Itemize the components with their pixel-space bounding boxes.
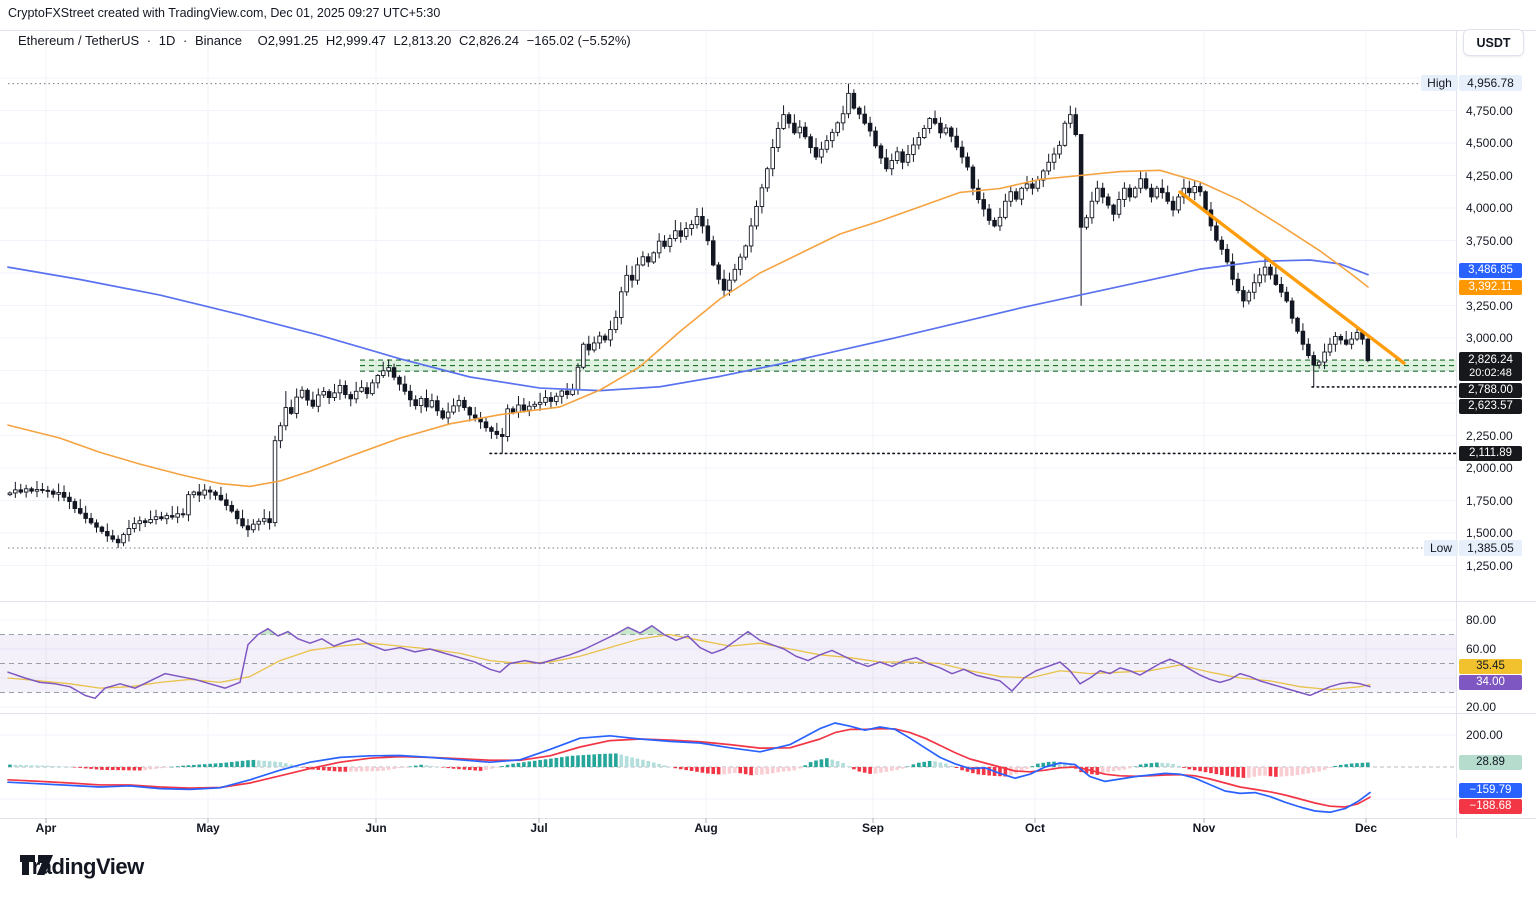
high-value-chip: 4,956.78 xyxy=(1459,75,1522,91)
last-price-chip: 2,826.24 20:02:48 xyxy=(1459,352,1522,381)
macd-line-chip: −159.79 xyxy=(1459,783,1522,798)
price-tick-label: 3,750.00 xyxy=(1466,233,1513,248)
month-label-jul[interactable]: Jul xyxy=(530,821,548,835)
month-label-jun[interactable]: Jun xyxy=(365,821,387,835)
price-tick-label: 1,250.00 xyxy=(1466,558,1513,573)
symbol-title[interactable]: Ethereum / TetherUS xyxy=(18,33,140,48)
price-axis-divider xyxy=(1456,30,1457,838)
tradingview-logo[interactable]: TradingView xyxy=(20,854,144,880)
hline-2623-chip: 2,623.57 xyxy=(1459,399,1522,414)
month-label-nov[interactable]: Nov xyxy=(1192,821,1216,835)
price-tick-label: 4,500.00 xyxy=(1466,136,1513,150)
price-tick-label: 3,000.00 xyxy=(1466,331,1513,345)
symbol-interval[interactable]: 1D xyxy=(158,33,176,48)
rsi-pane-divider[interactable] xyxy=(0,601,1536,602)
ohlc-close: C2,826.24 xyxy=(459,33,520,48)
attribution-text: CryptoFXStreet created with TradingView.… xyxy=(8,6,441,20)
ohlc-open: O2,991.25 xyxy=(257,33,319,48)
blue-ma-price-chip: 3,486.85 xyxy=(1459,263,1522,278)
top-divider xyxy=(0,30,1536,31)
rsi-tick-label: 80.00 xyxy=(1466,613,1497,627)
price-tick-label: 2,000.00 xyxy=(1466,461,1513,475)
macd-tick-label: 200.00 xyxy=(1466,728,1503,742)
time-axis-divider xyxy=(0,818,1536,819)
separator-dot: · xyxy=(183,33,188,48)
ohlc-high: H2,999.47 xyxy=(325,33,386,48)
macd-signal-chip: −188.68 xyxy=(1459,799,1522,814)
candles xyxy=(7,83,1371,548)
month-label-oct[interactable]: Oct xyxy=(1024,821,1046,835)
price-tick-label: 2,250.00 xyxy=(1466,428,1513,443)
month-label-may[interactable]: May xyxy=(196,821,220,835)
macd-pane-divider[interactable] xyxy=(0,713,1536,714)
high-tag-chip: High xyxy=(1421,75,1458,91)
tradingview-logo-icon xyxy=(20,855,53,875)
month-label-dec[interactable]: Dec xyxy=(1354,821,1378,835)
symbol-legend[interactable]: Ethereum / TetherUS · 1D · Binance O2,99… xyxy=(18,33,635,48)
separator-dot: · xyxy=(146,33,152,48)
month-label-aug[interactable]: Aug xyxy=(694,821,718,835)
orange-ma-price-chip: 3,392.11 xyxy=(1459,280,1522,295)
rsi-ma-chip: 35.45 xyxy=(1459,659,1522,674)
ohlc-change: −165.02 (−5.52%) xyxy=(526,33,631,48)
price-tick-label: 4,000.00 xyxy=(1466,201,1513,215)
chart-canvas[interactable] xyxy=(0,0,1536,845)
ohlc-low: L2,813.20 xyxy=(393,33,452,48)
hline-2788-chip: 2,788.00 xyxy=(1459,383,1522,398)
hline-2111-chip: 2,111.89 xyxy=(1459,446,1522,461)
rsi-tick-label: 20.00 xyxy=(1466,700,1497,714)
price-tick-label: 1,500.00 xyxy=(1466,526,1513,540)
month-label-sep[interactable]: Sep xyxy=(861,821,885,835)
price-tick-label: 3,250.00 xyxy=(1466,298,1513,313)
low-tag-chip: Low xyxy=(1424,540,1458,556)
price-tick-label: 1,750.00 xyxy=(1466,493,1513,508)
symbol-exchange: Binance xyxy=(194,33,242,48)
bar-countdown: 20:02:48 xyxy=(1469,367,1512,379)
last-price-value: 2,826.24 xyxy=(1468,354,1513,366)
rsi-value-chip: 34.00 xyxy=(1459,675,1522,690)
month-label-apr[interactable]: Apr xyxy=(35,821,57,835)
macd-hist-chip: 28.89 xyxy=(1459,755,1522,770)
currency-toggle-button[interactable]: USDT xyxy=(1463,29,1524,56)
price-tick-label: 4,250.00 xyxy=(1466,168,1513,183)
price-tick-label: 4,750.00 xyxy=(1466,103,1513,118)
low-value-chip: 1,385.05 xyxy=(1459,540,1522,556)
rsi-tick-label: 60.00 xyxy=(1466,642,1497,656)
